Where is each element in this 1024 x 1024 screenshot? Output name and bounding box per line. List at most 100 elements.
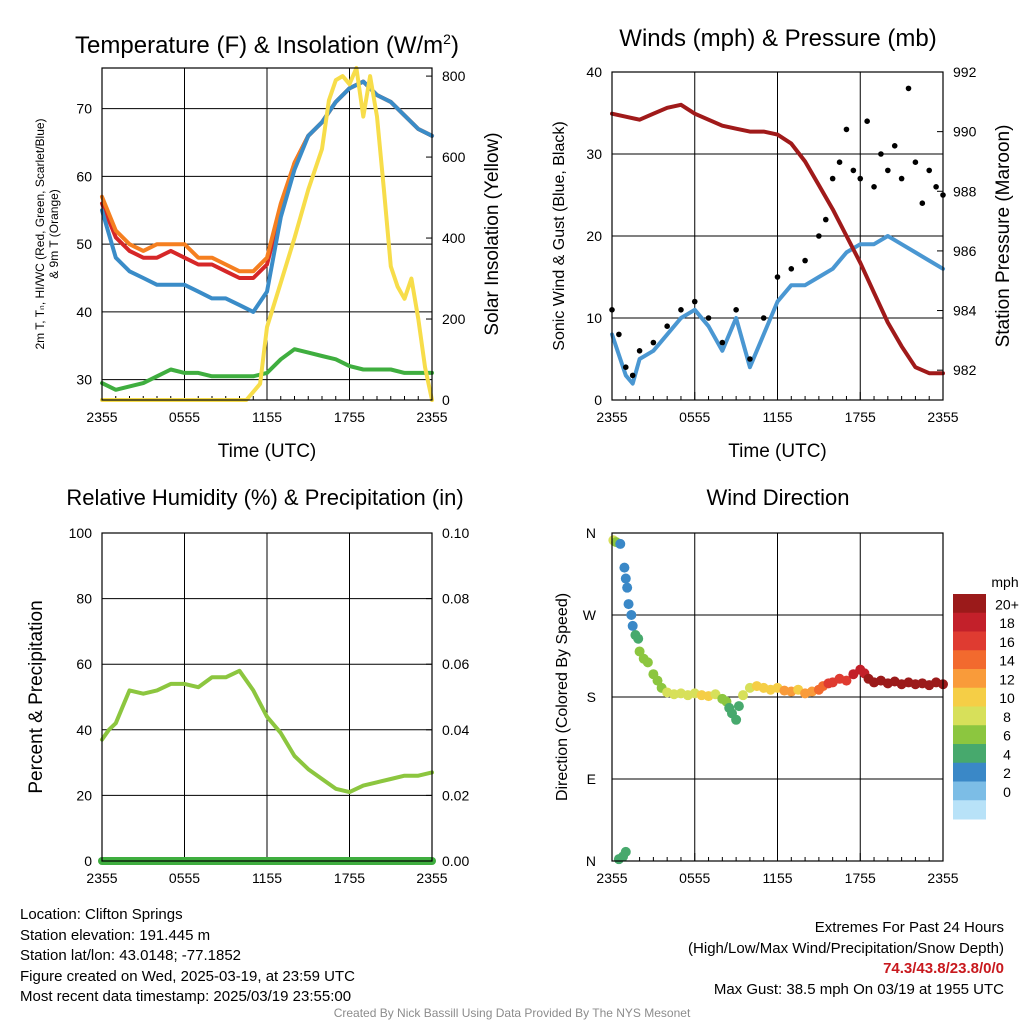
y-right-tick-label: 800 [442,68,466,84]
gust-point [705,315,712,321]
gust-point [878,151,884,157]
station-info: Location: Clifton Springs Station elevat… [20,905,355,1008]
colorbar-unit: mph [991,574,1018,590]
x-tick-label: 2355 [927,870,958,886]
y-right-tick-label: 600 [442,149,466,165]
direction-point [619,562,630,573]
location-text: Location: Clifton Springs [20,906,183,923]
gust-point [829,175,836,182]
y-tick-label: 100 [69,525,93,541]
y-axis-label-group: Percent & Precipitation [26,600,47,793]
y-axis-label-group: Direction (Colored By Speed) [554,593,571,801]
chart-title: Wind Direction [706,485,849,510]
colorbar-label: 2 [1003,765,1011,781]
y-tick-label: 40 [76,722,92,738]
y-tick-label: 40 [586,64,602,80]
x-tick-label: 1755 [845,870,876,886]
x-tick-label: 1755 [334,870,365,886]
direction-point [738,690,749,701]
latlon-text: Station lat/lon: 43.0148; -77.1852 [20,947,242,964]
y-axis-label: Direction (Colored By Speed) [554,593,571,801]
y-axis-label-group: Sonic Wind & Gust (Blue, Black) [551,121,568,350]
y-tick-label: 70 [76,101,92,117]
series-line-5 [100,66,434,402]
x-tick-label: 2355 [596,870,627,886]
direction-point [634,646,645,657]
y-axis-label-group: 2m T, Tₙ, HI/WC (Red, Green, Scarlet/Blu… [33,118,61,349]
colorbar-swatch [953,631,986,651]
y-tick-label: 60 [76,168,92,184]
x-tick-label: 2355 [86,870,117,886]
direction-point [627,620,638,631]
direction-point [642,657,653,668]
gust-point [905,85,912,92]
colorbar-swatch [953,650,986,670]
colorbar-label: 8 [1003,709,1011,725]
y-right-tick-label: 988 [953,183,977,199]
chart-title: Winds (mph) & Pressure (mb) [619,25,936,52]
colorbar-swatch [953,744,986,764]
gust-point [912,159,919,165]
gust-point [857,175,864,182]
y-tick-label: 20 [586,228,602,244]
gust-point [836,159,843,165]
gust-point [933,184,939,190]
x-tick-label: 0555 [679,870,710,886]
y-right-tick-label: 986 [953,243,977,259]
colorbar-swatch [953,725,986,745]
extremes-values: 74.3/43.8/23.8/0/0 [883,960,1004,977]
y-right-tick-label: 0.08 [442,591,469,607]
panel-1: 2355 0555 1155 1755 2355 30 40 50 60 70 0 200 400 600… [33,31,503,462]
gust-point [733,307,739,313]
gust-point [774,274,781,280]
gust-point [622,364,629,371]
y-tick-label: 40 [76,304,92,320]
y-axis-label: Percent & Precipitation [26,600,47,793]
y-axis-label-line1: 2m T, Tₙ, HI/WC (Red, Green, Scarlet/Blu… [33,118,47,349]
y-tick-label: 30 [586,146,602,162]
x-tick-label: 2355 [927,409,958,425]
plot-frame [101,532,433,862]
gust-point [891,143,898,149]
y-axis-label-line2: & 9m T (Orange) [47,189,61,279]
gust-point [864,118,870,124]
panel-4: 2355 0555 1155 1755 2355NESWNmph20+181614121… [554,485,1019,886]
x-tick-label: 2355 [416,870,447,886]
extremes-title: Extremes For Past 24 Hours [814,919,1004,936]
series-line-4 [100,347,434,392]
x-tick-label: 1155 [252,409,282,425]
gust-point [788,266,795,272]
colorbar-swatch [953,762,986,782]
title-close: ) [451,32,459,59]
colorbar-label: 20+ [995,596,1019,612]
gust-point [885,167,891,174]
x-tick-label: 1155 [762,409,792,425]
direction-point [620,846,631,857]
direction-point [623,599,634,610]
direction-point [613,854,624,865]
direction-point [622,582,633,593]
gust-point [816,233,822,239]
y-tick-label: 10 [586,310,602,326]
y-right-tick-label: 0.02 [442,787,469,803]
x-tick-label: 2355 [86,409,117,425]
gust-point [747,356,753,362]
y-axis-label: Sonic Wind & Gust (Blue, Black) [551,121,568,350]
created-text: Figure created on Wed, 2025-03-19, at 23… [20,967,355,985]
plot-frame [611,532,944,862]
direction-point [841,675,852,686]
extremes-subtitle: (High/Low/Max Wind/Precipitation/Snow De… [688,939,1004,957]
x-tick-label: 1155 [762,870,792,886]
series-line-3 [100,79,434,314]
gust-point [802,257,808,264]
y-right-tick-label: 0 [442,392,450,408]
y-tick-label: E [587,771,596,787]
direction-point [733,701,744,712]
gust-point [760,315,767,321]
plot-frame [101,67,433,401]
colorbar-swatch [953,612,986,632]
gust-point [919,200,926,206]
y-right-label-group: Solar Insolation (Yellow) [482,132,503,335]
y-tick-label: 0 [84,853,92,869]
y-tick-label: 30 [76,372,92,388]
